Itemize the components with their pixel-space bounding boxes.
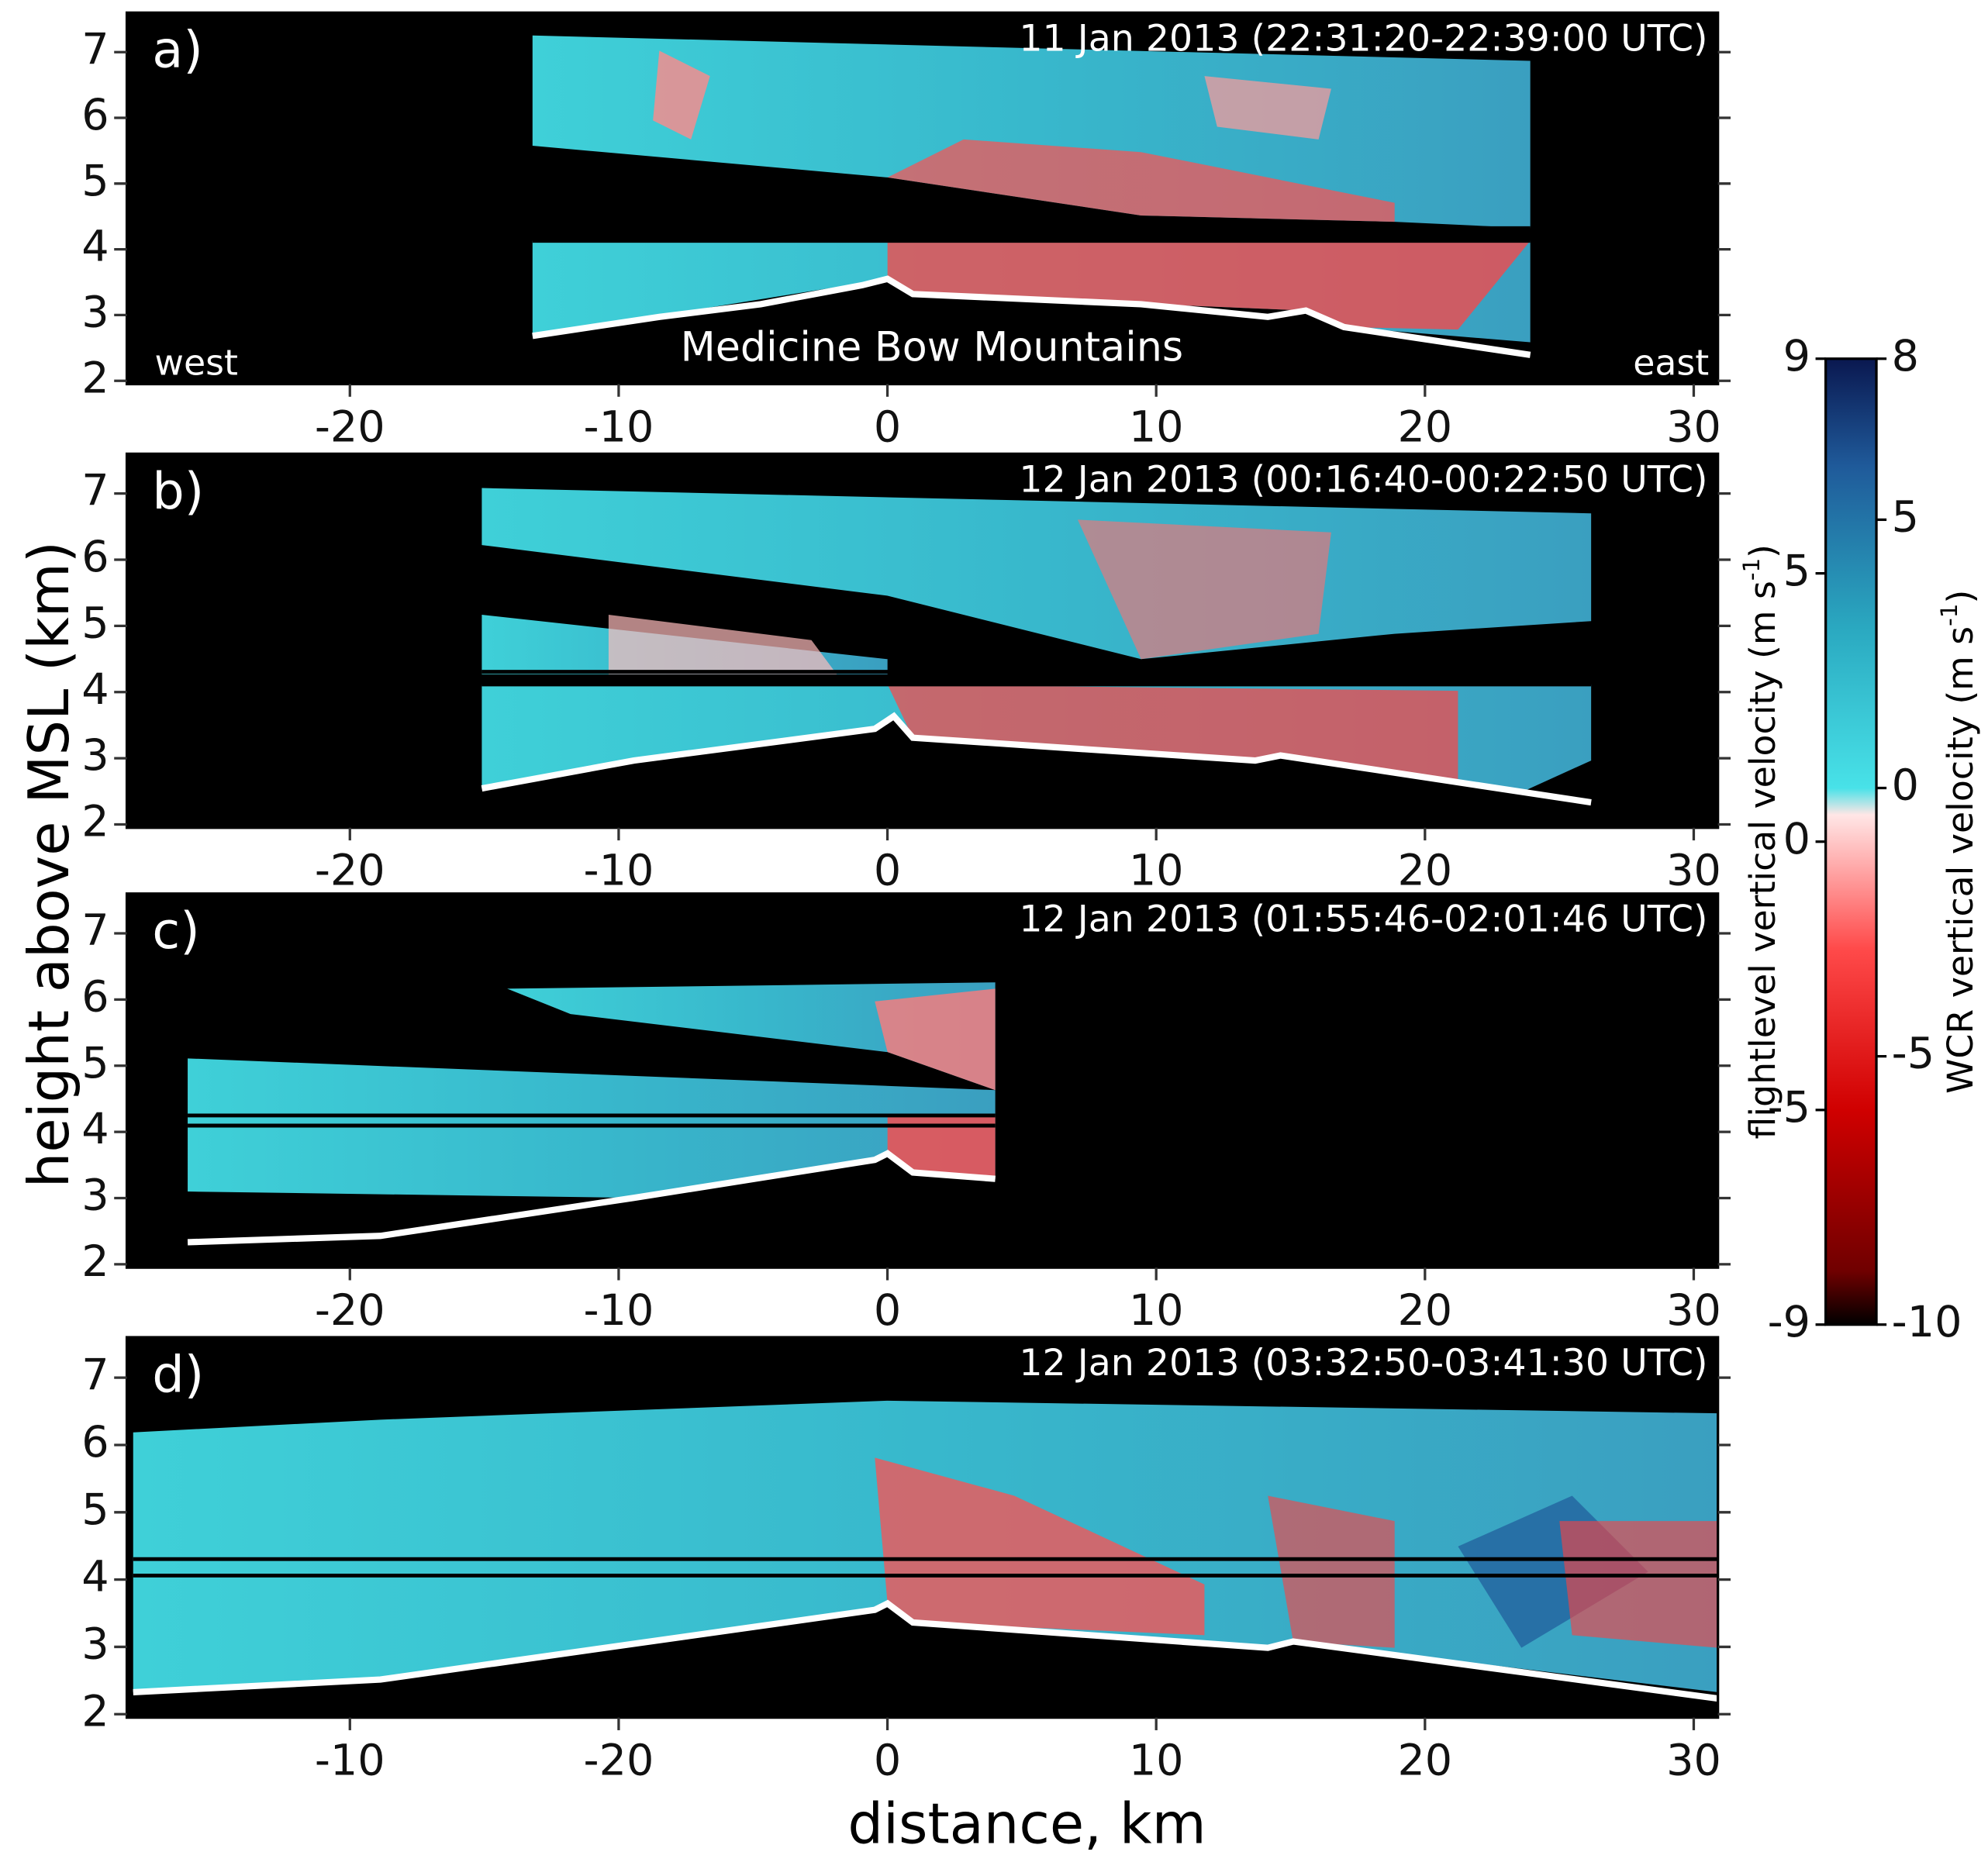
x-tick-label: -10: [584, 402, 654, 452]
panel-label: b): [152, 462, 204, 521]
radar-image: [481, 488, 1592, 806]
colorbar-label: WCR vertical velocity (m s-1): [1935, 590, 1980, 1094]
x-tick-label: 0: [874, 846, 901, 896]
panel-frame: [125, 892, 1720, 1269]
x-tick-label: 0: [874, 402, 901, 452]
y-tick-label: 2: [81, 1236, 109, 1287]
x-tick-label: 10: [1129, 1736, 1184, 1786]
colorbar-label: flightlevel vertical velocity (m s-1): [1738, 544, 1783, 1140]
y-tick-label: 7: [81, 905, 109, 956]
colorbar-tick-label: -9: [1768, 1297, 1810, 1347]
y-tick-label: 5: [81, 598, 109, 648]
colorbar-tick-label: 5: [1783, 546, 1810, 596]
panel-title: 12 Jan 2013 (01:55:46-02:01:46 UTC): [1019, 898, 1707, 941]
panel-title: 12 Jan 2013 (03:32:50-03:41:30 UTC): [1019, 1342, 1707, 1385]
panel-label: c): [152, 902, 199, 960]
label-end: ): [1742, 544, 1783, 558]
x-tick-label: 30: [1666, 402, 1721, 452]
x-tick-label: 0: [874, 1285, 901, 1336]
label-sup: -1: [1935, 603, 1962, 626]
x-tick-label: -20: [315, 402, 385, 452]
panel-frame: [125, 1336, 1720, 1719]
y-tick-label: 5: [81, 1038, 109, 1088]
x-tick-label: 20: [1397, 1736, 1452, 1786]
label-text: WCR vertical velocity (m s: [1940, 626, 1981, 1094]
y-tick-label: 3: [81, 1171, 109, 1221]
y-tick-label: 7: [81, 1350, 109, 1400]
x-axis-label: distance, km: [847, 1791, 1206, 1856]
y-tick-label: 2: [81, 1686, 109, 1736]
x-tick-label: 20: [1397, 846, 1452, 896]
radar-image: [133, 1400, 1719, 1702]
y-tick-label: 7: [81, 466, 109, 516]
panel-frame: [125, 11, 1720, 386]
colorbar-tick-label: 5: [1892, 492, 1919, 543]
radar-image: [532, 35, 1531, 358]
x-tick-label: 10: [1129, 402, 1184, 452]
colorbar-tick-label: -5: [1768, 1082, 1810, 1133]
x-tick-label: 30: [1666, 1736, 1721, 1786]
y-axis-label: height above MSL (km): [16, 541, 81, 1188]
x-tick-label: 30: [1666, 1285, 1721, 1336]
panel-label: d): [152, 1345, 204, 1404]
x-tick-label: -10: [584, 846, 654, 896]
label-sup: -1: [1738, 558, 1764, 581]
x-tick-label: 20: [1397, 1285, 1452, 1336]
x-tick-label: 10: [1129, 846, 1184, 896]
x-tick-label: 30: [1666, 846, 1721, 896]
annotation: west: [155, 342, 238, 383]
y-tick-label: 4: [81, 1552, 109, 1602]
colorbar-tick-label: 0: [1783, 814, 1810, 864]
annotation: east: [1633, 342, 1709, 383]
y-tick-label: 4: [81, 1104, 109, 1154]
y-tick-label: 2: [81, 353, 109, 403]
colorbar: [1824, 357, 1878, 1326]
y-tick-label: 6: [81, 90, 109, 140]
panel-title: 12 Jan 2013 (00:16:40-00:22:50 UTC): [1019, 458, 1707, 501]
panel-label: a): [152, 21, 203, 80]
label-text: flightlevel vertical velocity (m s: [1742, 581, 1783, 1139]
y-tick-label: 7: [81, 24, 109, 74]
colorbar-tick-label: 9: [1783, 331, 1810, 381]
y-tick-label: 3: [81, 1619, 109, 1670]
y-tick-label: 2: [81, 797, 109, 847]
panel-frame: [125, 452, 1720, 829]
y-tick-label: 5: [81, 1485, 109, 1535]
y-tick-label: 5: [81, 156, 109, 206]
y-tick-label: 6: [81, 532, 109, 582]
label-end: ): [1940, 590, 1981, 604]
x-tick-label: -20: [315, 1285, 385, 1336]
y-tick-label: 6: [81, 1417, 109, 1467]
radar-image: [187, 982, 996, 1246]
annotation: Medicine Bow Mountains: [681, 323, 1184, 371]
panel-title: 11 Jan 2013 (22:31:20-22:39:00 UTC): [1019, 17, 1707, 60]
y-tick-label: 4: [81, 222, 109, 272]
colorbar-tick-label: 8: [1892, 331, 1919, 381]
colorbar-tick-label: 0: [1892, 760, 1919, 811]
colorbar-tick-label: -10: [1892, 1297, 1962, 1347]
x-tick-label: -20: [315, 846, 385, 896]
y-tick-label: 3: [81, 730, 109, 781]
y-tick-label: 4: [81, 664, 109, 715]
x-tick-label: -10: [315, 1736, 385, 1786]
x-tick-label: 20: [1397, 402, 1452, 452]
y-tick-label: 6: [81, 971, 109, 1022]
colorbar-tick-label: -5: [1892, 1029, 1935, 1079]
x-tick-label: 0: [874, 1736, 901, 1786]
y-tick-label: 3: [81, 288, 109, 338]
x-tick-label: 10: [1129, 1285, 1184, 1336]
x-tick-label: -10: [584, 1285, 654, 1336]
x-tick-label: -20: [584, 1736, 654, 1786]
